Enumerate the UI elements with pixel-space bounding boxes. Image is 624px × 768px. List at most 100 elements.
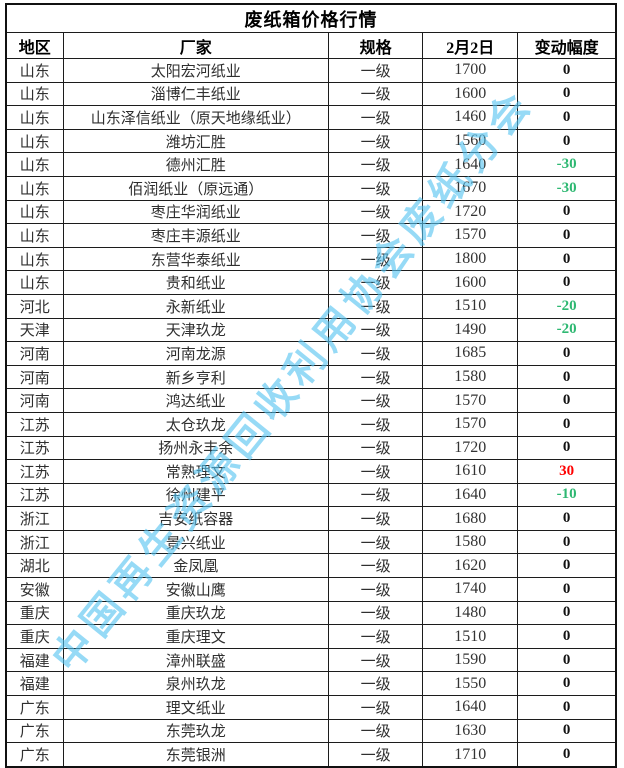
- cell-grade: 一级: [327, 175, 424, 201]
- cell-grade: 一级: [327, 529, 424, 555]
- table-row: 广东 东莞玖龙 一级 1630 0: [5, 718, 617, 744]
- cell-change: 0: [517, 411, 617, 437]
- cell-region: 山东: [5, 152, 64, 177]
- cell-mill: 淄博仁丰纸业: [62, 81, 330, 107]
- cell-price: 1640: [422, 482, 519, 508]
- cell-region: 重庆: [5, 600, 64, 626]
- cell-grade: 一级: [327, 600, 424, 626]
- cell-price: 1740: [422, 577, 519, 602]
- cell-region: 山东: [5, 105, 64, 130]
- cell-price: 1630: [422, 718, 519, 744]
- cell-grade: 一级: [327, 459, 424, 484]
- cell-price: 1580: [422, 364, 519, 390]
- cell-mill: 安徽山鹰: [62, 577, 330, 602]
- table-body: 山东 太阳宏河纸业 一级 1700 0 山东 淄博仁丰纸业 一级 1600 0 …: [5, 58, 617, 768]
- cell-mill: 新乡亨利: [62, 364, 330, 390]
- cell-change: -30: [517, 152, 617, 177]
- cell-change: 0: [517, 81, 617, 107]
- cell-price: 1620: [422, 553, 519, 579]
- cell-price: 1710: [422, 742, 519, 768]
- cell-mill: 金凤凰: [62, 553, 330, 579]
- cell-mill: 德州汇胜: [62, 152, 330, 177]
- table-row: 山东 德州汇胜 一级 1640 -30: [5, 152, 617, 177]
- cell-change: 0: [517, 341, 617, 366]
- cell-mill: 理文纸业: [62, 695, 330, 720]
- cell-region: 山东: [5, 81, 64, 107]
- cell-grade: 一级: [327, 364, 424, 390]
- cell-change: 0: [517, 695, 617, 720]
- cell-change: 0: [517, 506, 617, 531]
- header-row: 地区 厂家 规格 2月2日 变动幅度: [5, 32, 617, 59]
- table-row: 江苏 太仓玖龙 一级 1570 0: [5, 411, 617, 437]
- cell-mill: 永新纸业: [62, 293, 330, 319]
- cell-mill: 河南龙源: [62, 341, 330, 366]
- cell-change: 0: [517, 577, 617, 602]
- cell-grade: 一级: [327, 671, 424, 697]
- table-row: 福建 泉州玖龙 一级 1550 0: [5, 671, 617, 697]
- cell-change: 0: [517, 388, 617, 413]
- cell-price: 1700: [422, 58, 519, 83]
- table-row: 山东 山东泽信纸业（原天地缘纸业） 一级 1460 0: [5, 105, 617, 130]
- table-row: 浙江 景兴纸业 一级 1580 0: [5, 529, 617, 555]
- cell-region: 天津: [5, 317, 64, 343]
- cell-mill: 山东泽信纸业（原天地缘纸业）: [62, 105, 330, 130]
- cell-grade: 一级: [327, 270, 424, 295]
- cell-price: 1640: [422, 152, 519, 177]
- cell-price: 1570: [422, 411, 519, 437]
- cell-change: 0: [517, 58, 617, 83]
- cell-price: 1800: [422, 246, 519, 272]
- cell-mill: 吉安纸容器: [62, 506, 330, 531]
- cell-change: 0: [517, 529, 617, 555]
- cell-mill: 潍坊汇胜: [62, 128, 330, 154]
- cell-change: 0: [517, 128, 617, 154]
- table-row: 江苏 扬州永丰余 一级 1720 0: [5, 435, 617, 461]
- cell-grade: 一级: [327, 341, 424, 366]
- cell-price: 1580: [422, 529, 519, 555]
- cell-region: 山东: [5, 199, 64, 225]
- cell-grade: 一级: [327, 553, 424, 579]
- cell-price: 1610: [422, 459, 519, 484]
- table-row: 广东 理文纸业 一级 1640 0: [5, 695, 617, 720]
- table-row: 山东 枣庄丰源纸业 一级 1570 0: [5, 223, 617, 248]
- cell-region: 浙江: [5, 529, 64, 555]
- page-title: 废纸箱价格行情: [5, 3, 617, 33]
- cell-mill: 贵和纸业: [62, 270, 330, 295]
- cell-grade: 一级: [327, 152, 424, 177]
- cell-region: 河北: [5, 293, 64, 319]
- cell-change: 0: [517, 600, 617, 626]
- cell-change: 0: [517, 105, 617, 130]
- cell-mill: 太仓玖龙: [62, 411, 330, 437]
- table-row: 山东 佰润纸业（原远通） 一级 1670 -30: [5, 175, 617, 201]
- cell-grade: 一级: [327, 577, 424, 602]
- cell-region: 河南: [5, 388, 64, 413]
- cell-region: 福建: [5, 671, 64, 697]
- table-row: 重庆 重庆玖龙 一级 1480 0: [5, 600, 617, 626]
- cell-price: 1480: [422, 600, 519, 626]
- cell-change: 0: [517, 364, 617, 390]
- cell-mill: 枣庄华润纸业: [62, 199, 330, 225]
- cell-region: 重庆: [5, 624, 64, 649]
- cell-mill: 太阳宏河纸业: [62, 58, 330, 83]
- cell-grade: 一级: [327, 317, 424, 343]
- cell-region: 山东: [5, 128, 64, 154]
- cell-price: 1570: [422, 223, 519, 248]
- title-row: 废纸箱价格行情: [5, 3, 617, 33]
- cell-mill: 重庆理文: [62, 624, 330, 649]
- cell-region: 山东: [5, 175, 64, 201]
- cell-grade: 一级: [327, 128, 424, 154]
- cell-mill: 常熟理文: [62, 459, 330, 484]
- table-row: 江苏 徐州建平 一级 1640 -10: [5, 482, 617, 508]
- cell-change: -10: [517, 482, 617, 508]
- table-row: 山东 潍坊汇胜 一级 1560 0: [5, 128, 617, 154]
- table-row: 山东 太阳宏河纸业 一级 1700 0: [5, 58, 617, 83]
- cell-change: -20: [517, 317, 617, 343]
- cell-change: 0: [517, 671, 617, 697]
- table-row: 河南 新乡亨利 一级 1580 0: [5, 364, 617, 390]
- table-row: 山东 东营华泰纸业 一级 1800 0: [5, 246, 617, 272]
- table-row: 河南 鸿达纸业 一级 1570 0: [5, 388, 617, 413]
- cell-price: 1680: [422, 506, 519, 531]
- cell-mill: 漳州联盛: [62, 647, 330, 673]
- cell-grade: 一级: [327, 435, 424, 461]
- table-row: 天津 天津玖龙 一级 1490 -20: [5, 317, 617, 343]
- cell-region: 山东: [5, 58, 64, 83]
